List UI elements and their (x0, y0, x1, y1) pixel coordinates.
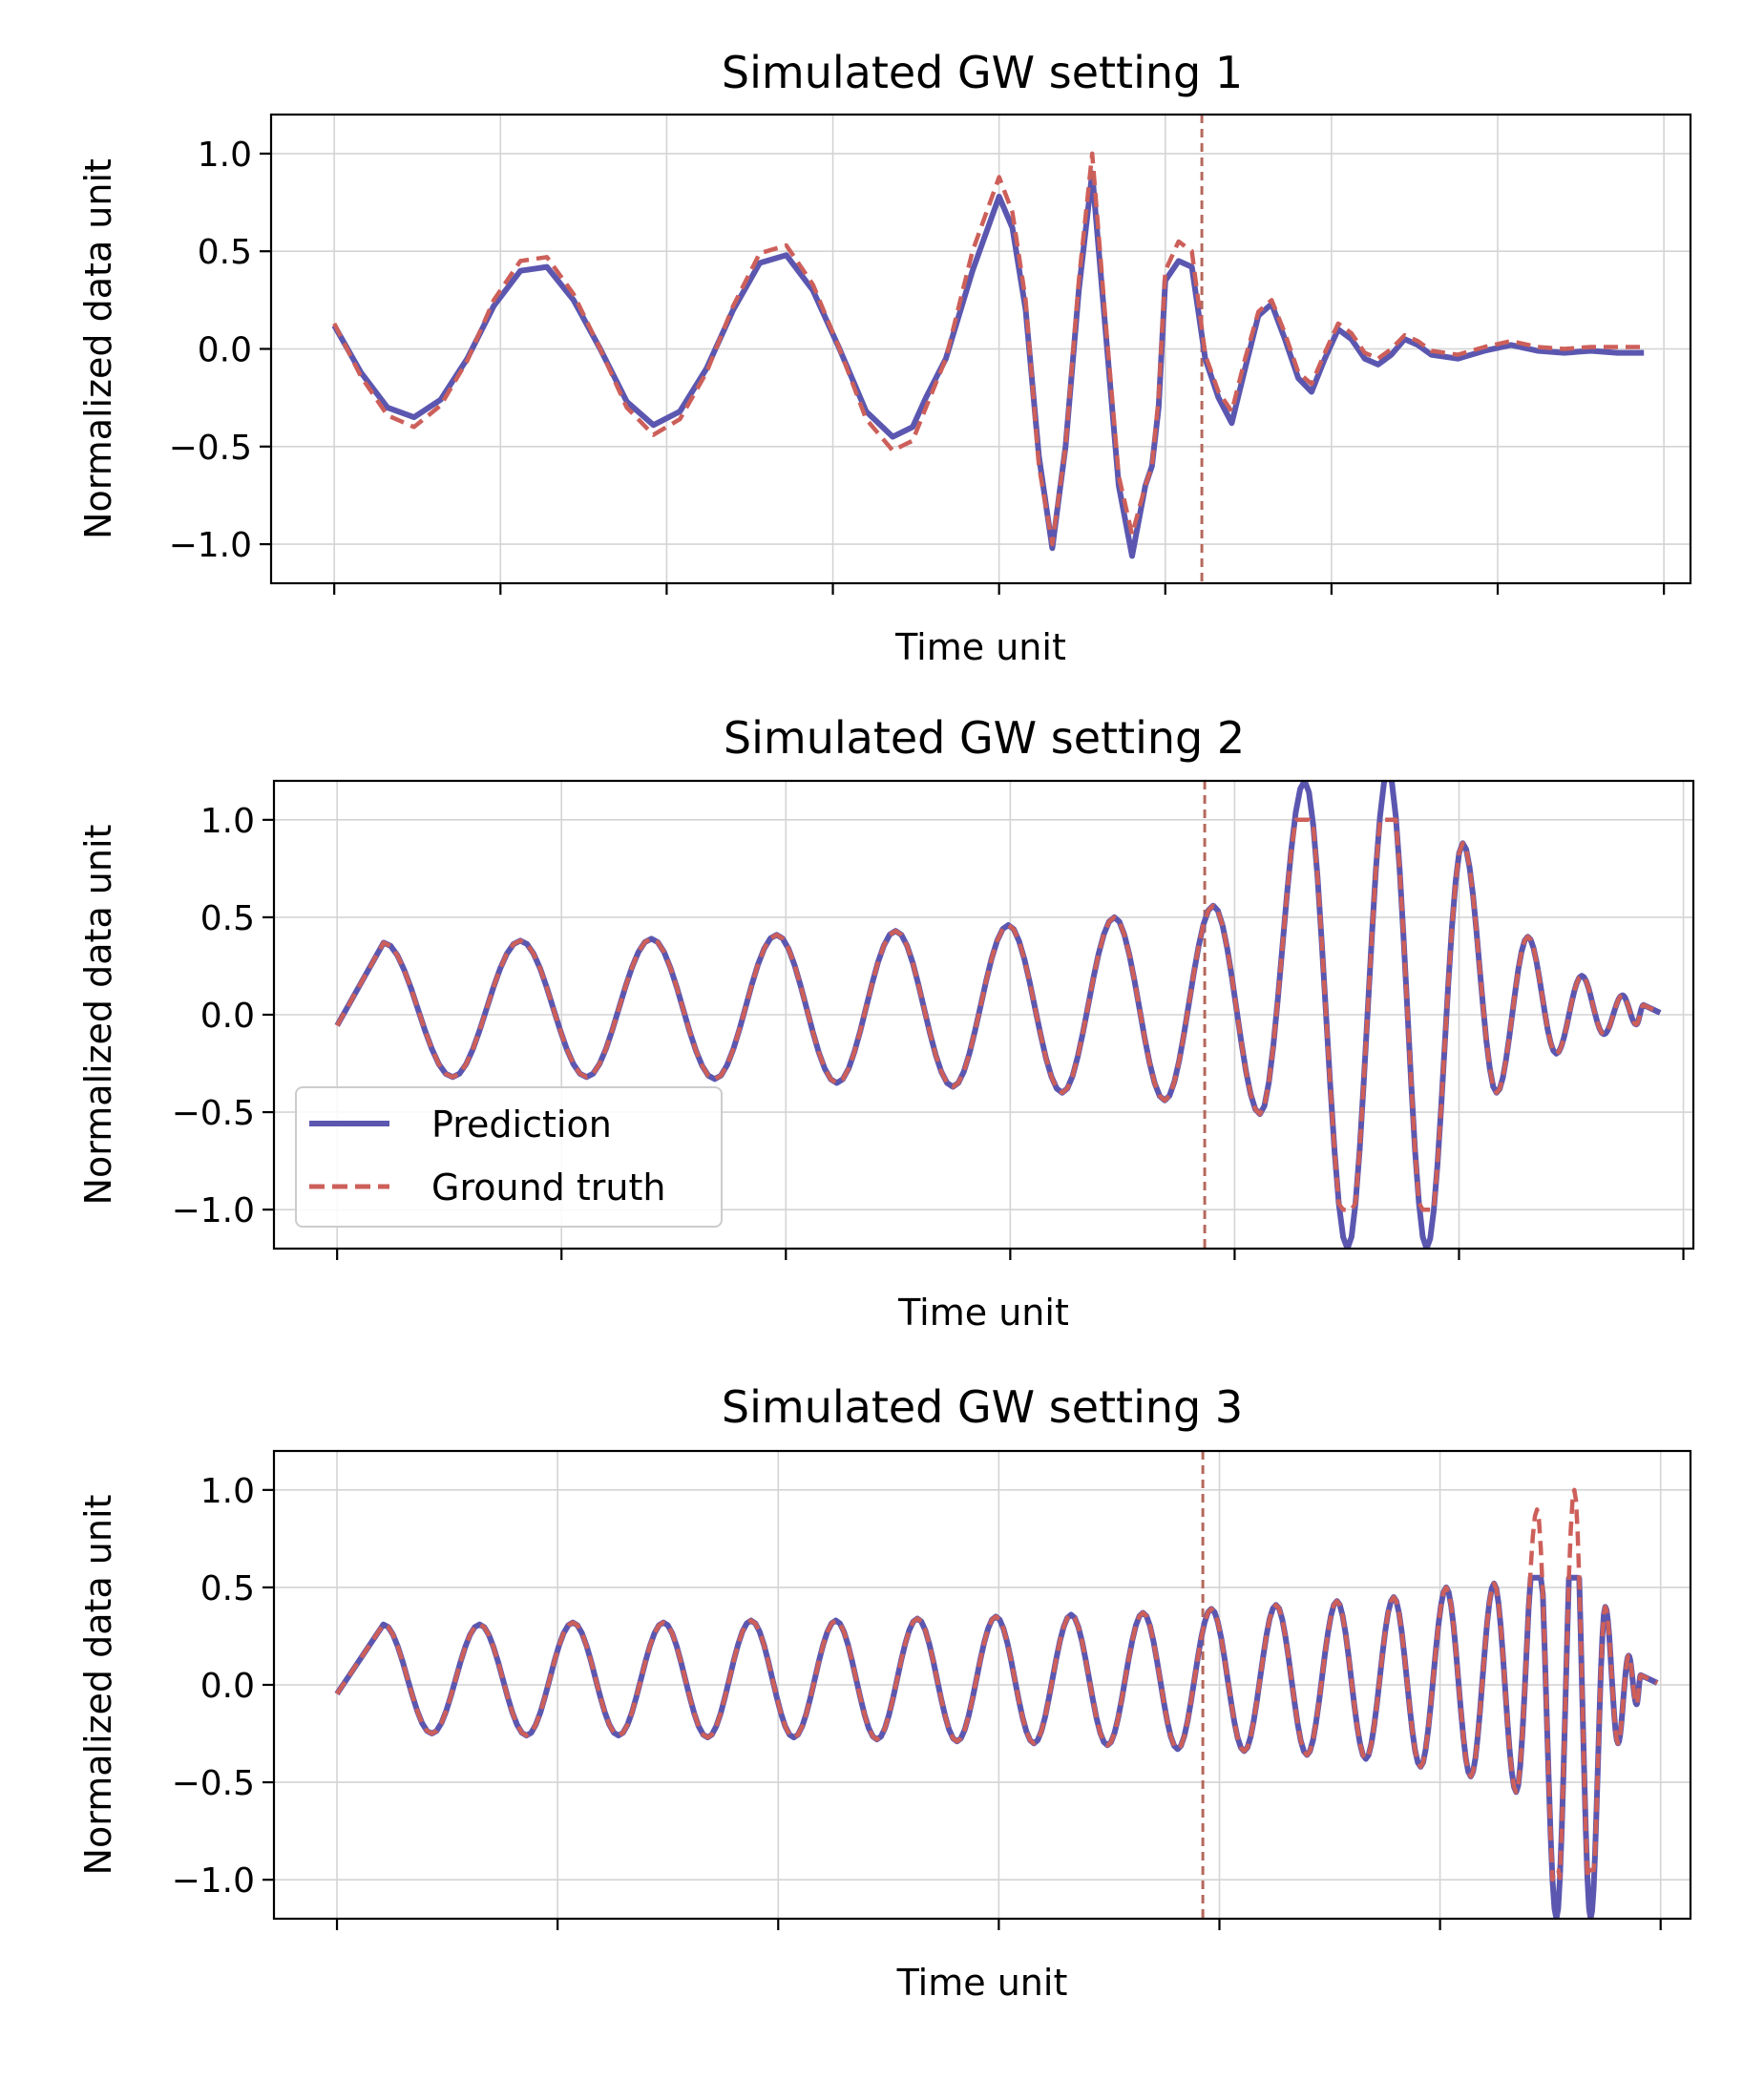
panel-3-ylabel: Normalized data unit (77, 1495, 119, 1876)
panel-2-series (334, 781, 1662, 1249)
ground-truth-line (335, 817, 1662, 1212)
panel-3-title: Simulated GW setting 3 (722, 1381, 1243, 1433)
legend-prediction-label: Prediction (431, 1104, 612, 1146)
panel-3-xlabel: Time unit (896, 1962, 1068, 2004)
panel-setting-3: Simulated GW setting 3 1.0 0.5 0.0 −0.5 −1.0… (77, 1381, 1692, 2004)
ground-truth-line (335, 1487, 1659, 1882)
panel-1-series (331, 115, 1645, 583)
panel-setting-1: Simulated GW setting 1 1.0 0.5 0.0 −0.5 −1.0… (77, 47, 1692, 668)
y-tick-label: 0.5 (200, 899, 255, 938)
panel-2-title: Simulated GW setting 2 (724, 712, 1245, 764)
y-tick-label: 1.0 (198, 136, 252, 175)
legend-ground-truth-label: Ground truth (431, 1167, 665, 1209)
ground-truth-line (332, 151, 1645, 547)
panel-1-grid (271, 115, 1690, 583)
panel-3-axes-frame (272, 1449, 1692, 1921)
panel-3-series (334, 1451, 1659, 1919)
panel-2-ticks: 1.0 0.5 0.0 −0.5 −1.0 (172, 802, 1685, 1260)
panel-3-ticks: 1.0 0.5 0.0 −0.5 −1.0 (172, 1472, 1662, 1930)
y-tick-label: 1.0 (200, 802, 255, 841)
panel-3-grid (274, 1451, 1690, 1919)
legend-box (295, 1086, 723, 1228)
y-tick-label: 1.0 (200, 1472, 255, 1511)
y-tick-label: 0.0 (200, 1667, 255, 1706)
y-tick-label: −1.0 (169, 526, 252, 565)
panel-1-axes-frame (269, 113, 1692, 585)
y-tick-label: −1.0 (172, 1861, 255, 1901)
panel-1-ylabel: Normalized data unit (77, 158, 119, 539)
y-tick-label: 0.5 (200, 1569, 255, 1608)
y-tick-label: 0.5 (198, 233, 252, 272)
y-tick-label: −0.5 (172, 1094, 255, 1133)
panel-1-xlabel: Time unit (894, 626, 1066, 668)
y-tick-label: −1.0 (172, 1191, 255, 1230)
y-tick-label: 0.0 (198, 331, 252, 370)
y-tick-label: −0.5 (172, 1764, 255, 1803)
panel-1-ticks: 1.0 0.5 0.0 −0.5 −1.0 (169, 136, 1666, 595)
panel-setting-2: Simulated GW setting 2 1.0 0.5 0.0 −0.5 −1.0… (77, 712, 1695, 1334)
panel-1-title: Simulated GW setting 1 (722, 47, 1243, 98)
prediction-line (331, 170, 1645, 559)
legend: Prediction Ground truth (295, 1086, 723, 1228)
panel-2-xlabel: Time unit (897, 1292, 1069, 1334)
prediction-line (334, 1574, 1659, 1919)
panel-2-axes-frame (272, 779, 1695, 1251)
y-tick-label: 0.0 (200, 997, 255, 1036)
y-tick-label: −0.5 (169, 429, 252, 468)
panel-2-ylabel: Normalized data unit (77, 825, 119, 1206)
